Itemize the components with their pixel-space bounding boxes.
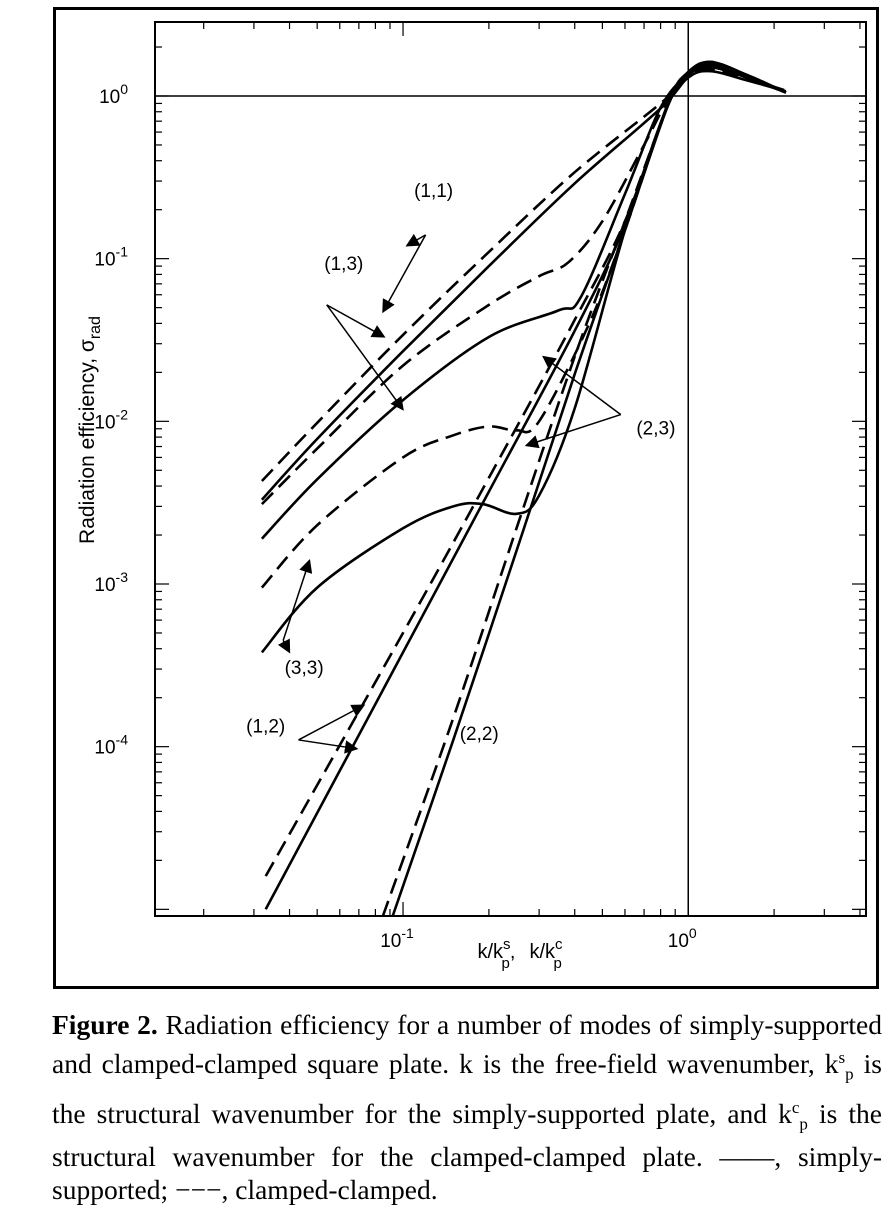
annotation-label: (1,2) <box>246 717 285 738</box>
y-tick-label: 10-3 <box>94 569 128 596</box>
series-2-2-clamped <box>381 60 787 917</box>
figure-frame <box>53 7 879 989</box>
series-3-3-clamped <box>260 61 787 589</box>
annotation-arrow <box>298 739 359 754</box>
figure-caption: Figure 2. Radiation efficiency for a num… <box>52 1008 882 1206</box>
x-axis-title: k/ks p, k/kc p <box>477 936 563 972</box>
y-tick-label: 100 <box>99 81 128 108</box>
annotation-arrow <box>405 233 426 247</box>
tick-labels: 10-1 100 100 10-1 10-2 10-3 10-4 <box>94 81 697 952</box>
annotation-arrow <box>542 355 622 416</box>
annotation-arrows <box>277 233 622 754</box>
series-1-3-clamped <box>260 66 787 506</box>
radiation-efficiency-chart: 10-1 100 100 10-1 10-2 10-3 10-4 (1,1) (1,3) (2,… <box>76 21 867 972</box>
y-tick-label: 10-1 <box>94 244 128 271</box>
y-tick-label: 10-2 <box>94 406 128 433</box>
annotation-arrow <box>326 304 386 338</box>
caption-symbol-ks: sp <box>838 1048 854 1084</box>
series-1-1-simply-supported <box>260 69 787 501</box>
caption-text-3: is the structural wavenumber for the cla… <box>52 1097 882 1206</box>
annotation-label: (2,2) <box>460 724 499 745</box>
axis-ticks <box>155 22 866 916</box>
plot-area-border <box>154 21 867 917</box>
annotation-arrow <box>298 704 366 741</box>
caption-symbol-kc: cp <box>791 1097 808 1134</box>
series-1-3-simply-supported <box>260 65 787 540</box>
reference-lines <box>155 22 866 916</box>
annotation-label: (3,3) <box>285 658 324 679</box>
caption-text-1: Radiation efficiency for a number of mod… <box>52 1009 882 1080</box>
caption-lead: Figure 2. <box>52 1009 158 1040</box>
annotation-label: (1,1) <box>414 181 453 202</box>
annotation-labels: (1,1) (1,3) (2,3) (3,3) (1,2) (2,2) <box>246 181 675 745</box>
annotation-arrow <box>326 304 404 411</box>
series-1-2-simply-supported <box>264 63 787 910</box>
caption-text-2: is the structural wavenumber for the sim… <box>52 1048 883 1129</box>
annotation-arrow <box>524 413 622 449</box>
y-tick-label: 10-4 <box>94 732 128 759</box>
x-tick-label: 10-1 <box>380 925 414 952</box>
y-axis-title: Radiation efficiency, σrad <box>76 316 104 544</box>
x-tick-label: 100 <box>668 925 697 952</box>
series-1-2-clamped <box>264 63 787 877</box>
annotation-label: (1,3) <box>324 254 363 275</box>
annotation-label: (2,3) <box>636 418 675 439</box>
annotation-arrow <box>277 638 291 654</box>
series-3-3-simply-supported <box>260 61 787 654</box>
series-1-1-clamped <box>260 68 787 482</box>
annotation-arrow <box>282 558 313 641</box>
series-layer <box>260 60 787 917</box>
annotation-arrow <box>382 234 427 314</box>
